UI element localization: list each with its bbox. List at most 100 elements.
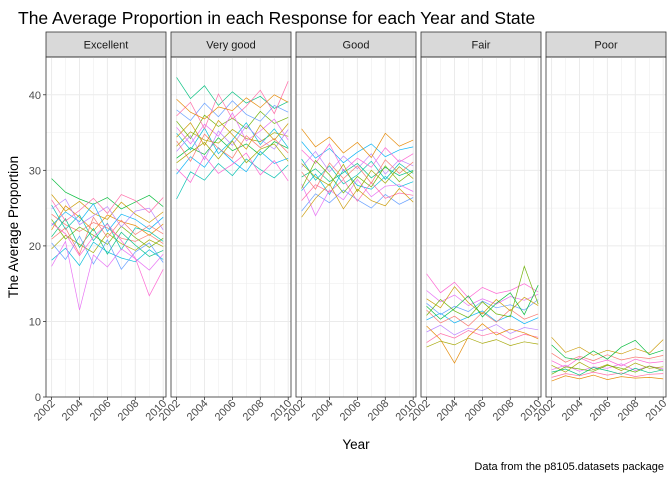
series-lines [426, 265, 539, 364]
series-line [551, 374, 664, 382]
series-line [51, 219, 164, 248]
x-tick-label: 2008 [241, 398, 267, 424]
series-line [176, 81, 289, 130]
series-line [426, 286, 539, 315]
series-lines [551, 337, 664, 382]
series-line [301, 189, 414, 212]
series-line [176, 133, 289, 162]
series-line [176, 152, 289, 183]
series-line [426, 290, 539, 307]
series-line [51, 205, 164, 236]
grid-lines [546, 57, 666, 398]
series-line [426, 273, 539, 299]
grid-lines [171, 57, 291, 398]
series-line [176, 122, 289, 155]
x-tick-label: 2010 [644, 398, 670, 424]
x-tick-label: 2006 [338, 398, 364, 424]
x-tick-label: 2008 [116, 398, 142, 424]
series-lines [51, 178, 164, 311]
facet-strip [170, 31, 292, 58]
series-line [51, 204, 164, 251]
series-line [176, 158, 289, 200]
facet-strip-label: Good [343, 40, 370, 52]
series-line [301, 159, 414, 194]
series-line [176, 140, 289, 164]
series-line [426, 308, 539, 327]
series-lines [301, 128, 414, 218]
series-line [301, 163, 414, 193]
x-tick-label: 2004 [435, 398, 461, 424]
series-line [51, 241, 164, 267]
panel-border [295, 56, 417, 398]
series-lines [176, 77, 289, 200]
chart-caption: Data from the p8105.datasets package [474, 461, 664, 473]
grid-lines [421, 57, 541, 398]
grid-lines [296, 57, 416, 398]
series-line [301, 178, 414, 217]
series-line [551, 371, 664, 378]
facet-strip [295, 31, 417, 58]
series-line [551, 339, 664, 361]
x-axis-title: Year [342, 437, 370, 452]
series-line [51, 213, 164, 244]
facet-strip-label: Excellent [84, 40, 129, 52]
y-axis: 0 10 20 30 40 [29, 90, 46, 404]
panel-border [45, 56, 167, 398]
series-line [426, 285, 539, 320]
x-tick-label: 2006 [588, 398, 614, 424]
series-line [426, 265, 539, 319]
series-line [51, 178, 164, 210]
x-tick-label: 2004 [60, 398, 86, 424]
series-line [551, 367, 664, 376]
series-line [301, 150, 414, 175]
series-line [176, 129, 289, 147]
series-line [51, 235, 164, 270]
series-line [51, 240, 164, 311]
series-line [551, 364, 664, 375]
x-tick-label: 2006 [88, 398, 114, 424]
series-line [176, 119, 289, 150]
series-line [426, 337, 539, 348]
series-line [426, 330, 539, 343]
x-tick-label: 2004 [185, 398, 211, 424]
panel-border [420, 56, 542, 398]
x-tick-label: 2008 [366, 398, 392, 424]
series-line [301, 163, 414, 183]
series-line [301, 128, 414, 159]
series-line [426, 310, 539, 325]
series-line [51, 216, 164, 256]
y-axis-title: The Average Proportion [6, 156, 21, 298]
y-tick-label: 0 [35, 392, 41, 404]
facet-strip-label: Fair [472, 40, 491, 52]
x-tick-label: 2004 [310, 398, 336, 424]
y-tick-label: 20 [29, 241, 41, 253]
series-line [301, 141, 414, 164]
y-tick-label: 30 [29, 165, 41, 177]
y-tick-label: 40 [29, 90, 41, 102]
series-line [426, 324, 539, 336]
series-line [51, 202, 164, 233]
series-line [426, 323, 539, 364]
series-line [176, 77, 289, 109]
panel-border [545, 56, 667, 398]
series-line [551, 337, 664, 356]
x-tick-label: 2004 [560, 398, 586, 424]
panel-border [170, 56, 292, 398]
series-line [51, 198, 164, 231]
chart-title: The Average Proportion in each Response … [18, 8, 535, 28]
series-line [301, 159, 414, 190]
series-line [51, 194, 164, 222]
series-line [176, 94, 289, 120]
x-tick-label: 2008 [616, 398, 642, 424]
facet-strip-label: Poor [594, 40, 618, 52]
series-line [551, 357, 664, 368]
series-line [426, 299, 539, 316]
y-tick-label: 10 [29, 316, 41, 328]
series-line [51, 222, 164, 297]
